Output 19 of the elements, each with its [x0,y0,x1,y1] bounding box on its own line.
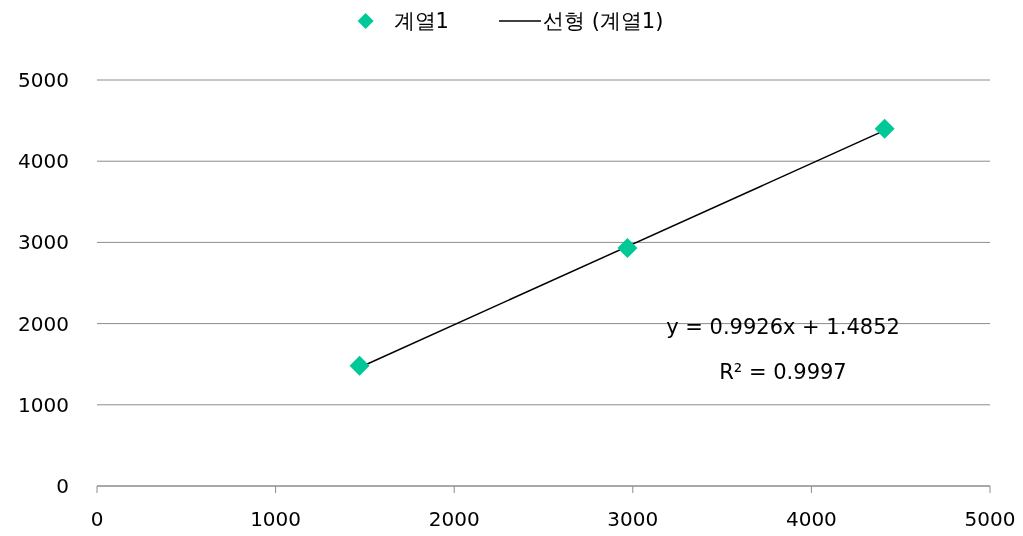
x-tick-label: 5000 [964,507,1016,531]
x-tick-label: 0 [90,507,104,531]
point [349,355,370,376]
y-tick-label: 0 [56,474,69,498]
point [617,238,638,259]
x-tick-label: 2000 [428,507,480,531]
x-tick-label: 3000 [607,507,659,531]
y-tick-label: 2000 [18,311,69,336]
legend-label: 선형 (계열1) [542,9,664,33]
annotation: R² = 0.9997 [719,360,847,384]
point [874,118,895,139]
annotation: y = 0.9926x + 1.4852 [666,315,900,339]
y-tick-label: 1000 [18,392,69,417]
legend-label: 계열1 [393,9,449,33]
x-tick-label: 4000 [785,507,837,531]
y-tick-label: 4000 [18,149,69,174]
y-tick-label: 3000 [18,230,69,255]
y-tick-label: 5000 [18,68,69,92]
x-tick-label: 1000 [250,507,302,531]
